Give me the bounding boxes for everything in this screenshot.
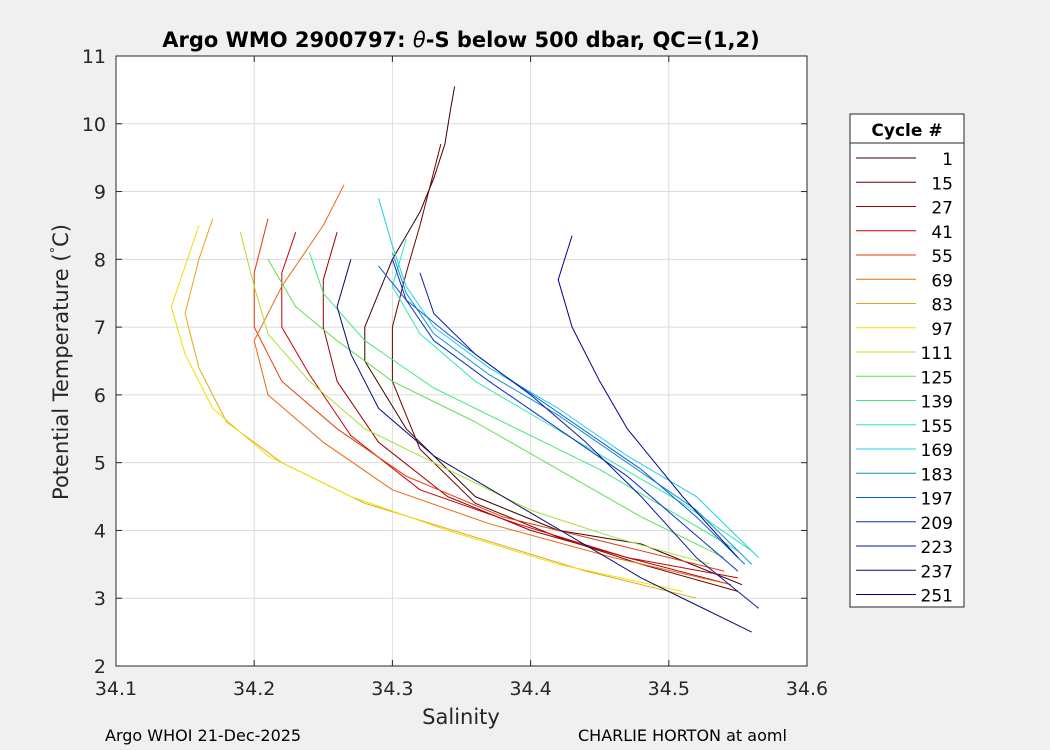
y-tick-label: 2 bbox=[94, 656, 106, 678]
legend-label: 97 bbox=[931, 320, 953, 340]
series-line-cycle-55 bbox=[253, 218, 725, 572]
series-line-cycle-155 bbox=[391, 238, 752, 552]
y-tick-label: 8 bbox=[94, 249, 106, 271]
x-tick-label: 34.6 bbox=[786, 678, 828, 700]
x-tick-label: 34.1 bbox=[95, 678, 137, 700]
y-tick-label: 10 bbox=[82, 114, 106, 136]
legend-label: 251 bbox=[921, 587, 953, 607]
legend-label: 83 bbox=[931, 296, 953, 316]
footer-left: Argo WHOI 21-Dec-2025 bbox=[105, 726, 301, 745]
footer-right: CHARLIE HORTON at aoml bbox=[578, 726, 787, 745]
y-axis-label: Potential Temperature (°C) bbox=[49, 224, 73, 500]
legend-label: 69 bbox=[931, 271, 953, 291]
series-line-cycle-209 bbox=[391, 259, 739, 572]
y-tick-label: 4 bbox=[94, 520, 106, 542]
series-line-cycle-97 bbox=[170, 225, 683, 592]
series-line-cycle-69 bbox=[253, 184, 732, 586]
series-line-cycle-83 bbox=[184, 218, 697, 599]
y-tick-label: 3 bbox=[94, 588, 106, 610]
legend-label: 111 bbox=[921, 344, 953, 364]
x-tick-label: 34.5 bbox=[648, 678, 690, 700]
x-tick-label: 34.2 bbox=[233, 678, 275, 700]
legend-label: 15 bbox=[931, 174, 953, 194]
series-line-cycle-139 bbox=[309, 252, 739, 552]
series-line-cycle-183 bbox=[391, 252, 753, 565]
legend-label: 139 bbox=[921, 393, 953, 413]
series-line-cycle-169 bbox=[378, 198, 759, 558]
series-line-cycle-41 bbox=[281, 232, 738, 579]
y-tick-label: 11 bbox=[82, 46, 106, 68]
legend-label: 1 bbox=[942, 150, 953, 170]
legend-label: 237 bbox=[921, 562, 953, 582]
legend-label: 155 bbox=[921, 417, 953, 437]
y-tick-label: 7 bbox=[94, 317, 106, 339]
series-line-cycle-125 bbox=[267, 259, 725, 559]
y-tick-label: 5 bbox=[94, 453, 106, 475]
x-axis-label: Salinity bbox=[422, 705, 500, 729]
series-line-cycle-111 bbox=[239, 232, 711, 565]
x-tick-label: 34.4 bbox=[509, 678, 551, 700]
series-line-cycle-237 bbox=[336, 259, 752, 633]
legend-box bbox=[849, 113, 965, 608]
ticks: 34.1 34.2 34.3 34.4 34.5 34.6 2 3 4 5 6 7 8 9 10 11 bbox=[82, 46, 828, 700]
legend: Cycle # 1 15 27 41 55 69 83 97 111 125 139 155 169 18… bbox=[849, 113, 965, 608]
plot-clip bbox=[170, 86, 759, 633]
legend-label: 209 bbox=[921, 514, 953, 534]
legend-title: Cycle # bbox=[871, 121, 942, 141]
legend-label: 55 bbox=[931, 247, 953, 267]
legend-label: 223 bbox=[921, 538, 953, 558]
legend-label: 27 bbox=[931, 199, 953, 219]
series-line-cycle-251 bbox=[557, 235, 739, 558]
legend-label: 169 bbox=[921, 441, 953, 461]
y-tick-label: 6 bbox=[94, 385, 106, 407]
legend-entries: 1 15 27 41 55 69 83 97 111 125 139 155 169 183 197 209 2… bbox=[856, 150, 953, 607]
grid bbox=[116, 56, 807, 666]
legend-label: 125 bbox=[921, 368, 953, 388]
legend-label: 197 bbox=[921, 490, 953, 510]
y-tick-label: 9 bbox=[94, 182, 106, 204]
series-line-cycle-27 bbox=[322, 232, 732, 586]
series-group bbox=[170, 86, 759, 633]
series-line-cycle-197 bbox=[378, 265, 746, 565]
axes-box bbox=[115, 55, 808, 667]
chart-title: Argo WMO 2900797: θ-S below 500 dbar, QC… bbox=[162, 28, 759, 52]
x-tick-label: 34.3 bbox=[371, 678, 413, 700]
legend-label: 41 bbox=[931, 223, 953, 243]
legend-label: 183 bbox=[921, 465, 953, 485]
series-line-cycle-223 bbox=[419, 272, 759, 609]
